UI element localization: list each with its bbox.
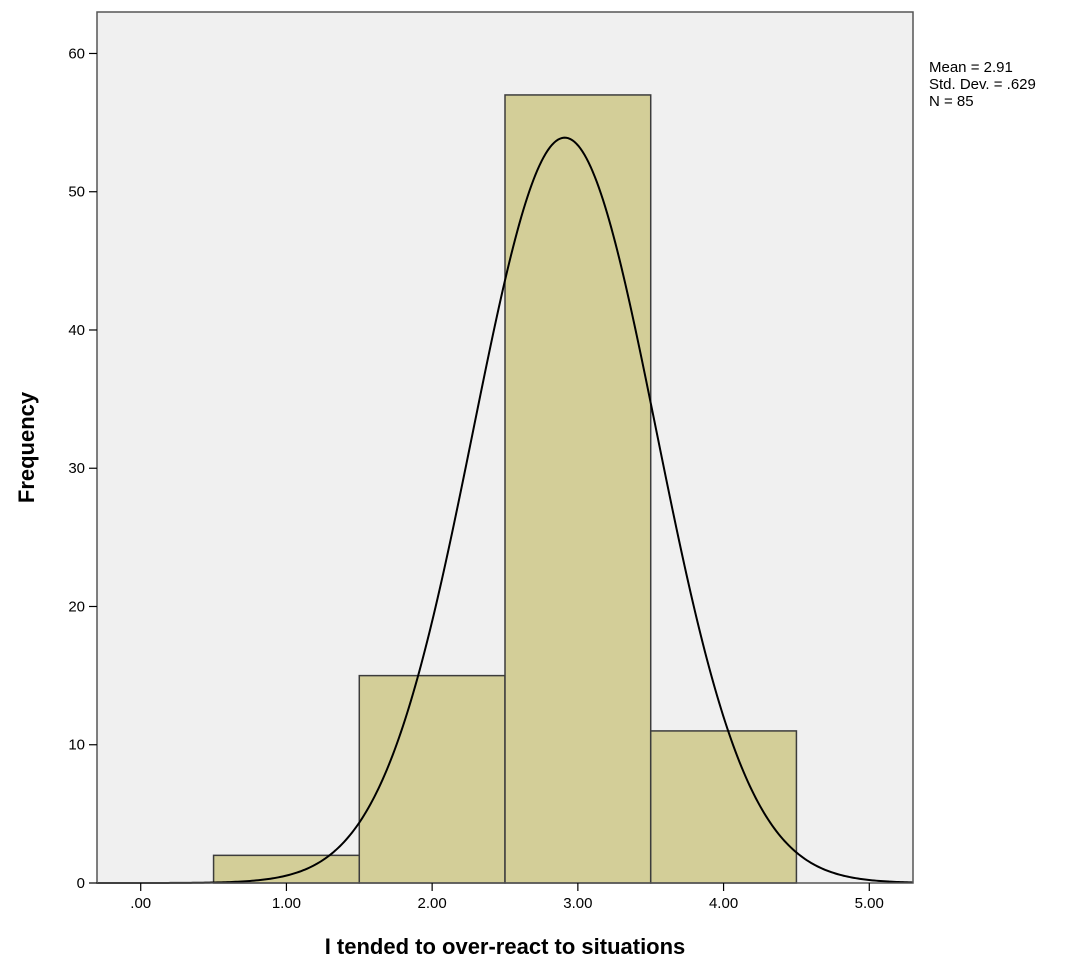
y-tick-label-50: 50	[68, 184, 85, 201]
x-tick-label-3: 2.00	[418, 895, 447, 912]
bars-layer	[212, 94, 798, 884]
x-tick-label-2: 1.00	[272, 895, 301, 912]
y-tick-label-30: 30	[68, 460, 85, 477]
y-tick-label-20: 20	[68, 598, 85, 615]
x-axis: .00 1.00 2.00 3.00 4.00 5.00	[130, 883, 884, 912]
histogram-bar-2	[358, 674, 506, 884]
y-axis-title: Frequency	[14, 391, 39, 503]
x-tick-label-1: .00	[130, 895, 151, 912]
stats-std-dev: Std. Dev. = .629	[929, 76, 1036, 93]
histogram-bar-4	[649, 730, 798, 884]
histogram-bar-1	[212, 854, 361, 884]
histogram-bar-3	[504, 94, 652, 884]
stats-box: Mean = 2.91 Std. Dev. = .629 N = 85	[929, 59, 1036, 110]
stats-n: N = 85	[929, 93, 974, 110]
y-tick-label-40: 40	[68, 322, 85, 339]
y-tick-label-60: 60	[68, 45, 85, 62]
y-axis: 0 10 20 30 40 50 60	[68, 45, 97, 892]
y-tick-label-0: 0	[77, 875, 85, 892]
x-tick-label-5: 4.00	[709, 895, 738, 912]
stats-mean: Mean = 2.91	[929, 59, 1013, 76]
x-tick-label-6: 5.00	[855, 895, 884, 912]
x-axis-title: I tended to over-react to situations	[325, 934, 686, 959]
x-tick-label-4: 3.00	[563, 895, 592, 912]
normal-curve	[97, 136, 914, 884]
plot-area-frame	[96, 11, 914, 884]
y-tick-label-10: 10	[68, 737, 85, 754]
